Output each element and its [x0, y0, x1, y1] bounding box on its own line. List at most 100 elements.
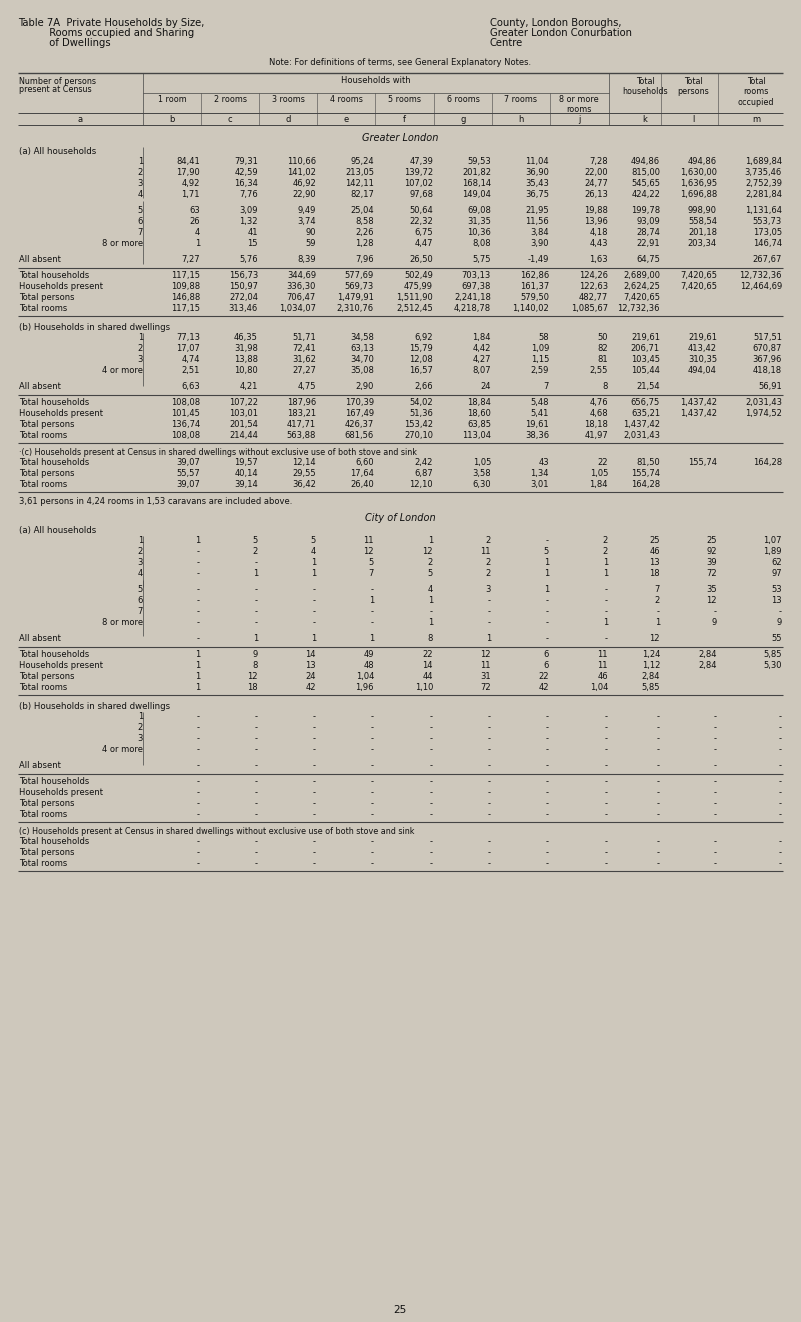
Text: 54,02: 54,02 — [409, 398, 433, 407]
Text: 56,91: 56,91 — [759, 382, 782, 391]
Text: 4,21: 4,21 — [239, 382, 258, 391]
Text: 213,05: 213,05 — [345, 168, 374, 177]
Text: 72: 72 — [481, 683, 491, 691]
Text: -: - — [605, 607, 608, 616]
Text: -: - — [546, 746, 549, 754]
Text: -: - — [488, 746, 491, 754]
Text: -: - — [371, 723, 374, 732]
Text: 35: 35 — [706, 586, 717, 594]
Text: 418,18: 418,18 — [753, 366, 782, 375]
Text: 1,12: 1,12 — [642, 661, 660, 670]
Text: 150,97: 150,97 — [229, 282, 258, 291]
Text: 4 or more: 4 or more — [102, 366, 143, 375]
Text: 5,76: 5,76 — [239, 255, 258, 264]
Text: 11,56: 11,56 — [525, 217, 549, 226]
Text: Total persons: Total persons — [19, 798, 74, 808]
Text: -1,49: -1,49 — [528, 255, 549, 264]
Text: 563,88: 563,88 — [287, 431, 316, 440]
Text: -: - — [313, 734, 316, 743]
Text: -: - — [255, 734, 258, 743]
Text: 26,13: 26,13 — [584, 190, 608, 200]
Text: f: f — [402, 115, 405, 124]
Text: c: c — [227, 115, 232, 124]
Text: -: - — [605, 734, 608, 743]
Text: 413,42: 413,42 — [688, 344, 717, 353]
Text: 1,689,84: 1,689,84 — [745, 157, 782, 167]
Text: -: - — [197, 596, 200, 605]
Text: 84,41: 84,41 — [176, 157, 200, 167]
Text: -: - — [313, 788, 316, 797]
Text: -: - — [255, 596, 258, 605]
Text: 6: 6 — [138, 217, 143, 226]
Text: 95,24: 95,24 — [350, 157, 374, 167]
Text: -: - — [430, 810, 433, 820]
Text: 267,67: 267,67 — [753, 255, 782, 264]
Text: 1: 1 — [253, 568, 258, 578]
Text: -: - — [488, 723, 491, 732]
Text: 18,84: 18,84 — [467, 398, 491, 407]
Text: 50,64: 50,64 — [409, 206, 433, 215]
Text: 12: 12 — [481, 650, 491, 658]
Text: Total
households: Total households — [622, 77, 668, 97]
Text: -: - — [488, 837, 491, 846]
Text: 6: 6 — [544, 650, 549, 658]
Text: 141,02: 141,02 — [287, 168, 316, 177]
Text: 17,90: 17,90 — [176, 168, 200, 177]
Text: -: - — [197, 777, 200, 787]
Text: 1: 1 — [485, 635, 491, 642]
Text: Households present: Households present — [19, 282, 103, 291]
Text: 26,40: 26,40 — [350, 480, 374, 489]
Text: 64,75: 64,75 — [636, 255, 660, 264]
Text: -: - — [255, 847, 258, 857]
Text: 8: 8 — [252, 661, 258, 670]
Text: 13,96: 13,96 — [584, 217, 608, 226]
Text: Greater London Conurbation: Greater London Conurbation — [490, 28, 632, 38]
Text: 11,04: 11,04 — [525, 157, 549, 167]
Text: -: - — [313, 617, 316, 627]
Text: -: - — [313, 586, 316, 594]
Text: Total households: Total households — [19, 650, 89, 658]
Text: 1,05: 1,05 — [590, 469, 608, 479]
Text: -: - — [255, 746, 258, 754]
Text: 92: 92 — [706, 547, 717, 557]
Text: 4 rooms: 4 rooms — [329, 95, 362, 104]
Text: Total persons: Total persons — [19, 672, 74, 681]
Text: 3: 3 — [138, 734, 143, 743]
Text: -: - — [313, 723, 316, 732]
Text: -: - — [371, 837, 374, 846]
Text: (c) Households present at Census in shared dwellings without exclusive use of bo: (c) Households present at Census in shar… — [19, 828, 414, 836]
Text: 670,87: 670,87 — [753, 344, 782, 353]
Text: 3,58: 3,58 — [473, 469, 491, 479]
Text: -: - — [430, 847, 433, 857]
Text: 13: 13 — [305, 661, 316, 670]
Text: -: - — [255, 777, 258, 787]
Text: d: d — [285, 115, 291, 124]
Text: 25: 25 — [706, 535, 717, 545]
Text: 3,01: 3,01 — [530, 480, 549, 489]
Text: -: - — [657, 713, 660, 720]
Text: 2: 2 — [485, 535, 491, 545]
Text: 5,85: 5,85 — [642, 683, 660, 691]
Text: All absent: All absent — [19, 382, 61, 391]
Text: 4: 4 — [195, 227, 200, 237]
Text: 2: 2 — [253, 547, 258, 557]
Text: 2,512,45: 2,512,45 — [396, 304, 433, 313]
Text: -: - — [197, 547, 200, 557]
Text: 2 rooms: 2 rooms — [214, 95, 247, 104]
Text: -: - — [714, 788, 717, 797]
Text: 703,13: 703,13 — [461, 271, 491, 280]
Text: 482,77: 482,77 — [579, 293, 608, 301]
Text: 8: 8 — [602, 382, 608, 391]
Text: -: - — [430, 798, 433, 808]
Text: 1: 1 — [544, 568, 549, 578]
Text: -: - — [714, 777, 717, 787]
Text: -: - — [714, 847, 717, 857]
Text: -: - — [605, 746, 608, 754]
Text: 4: 4 — [138, 190, 143, 200]
Text: 2,84: 2,84 — [698, 661, 717, 670]
Text: -: - — [546, 607, 549, 616]
Text: 201,18: 201,18 — [688, 227, 717, 237]
Text: 3: 3 — [138, 558, 143, 567]
Text: -: - — [605, 713, 608, 720]
Text: -: - — [714, 859, 717, 869]
